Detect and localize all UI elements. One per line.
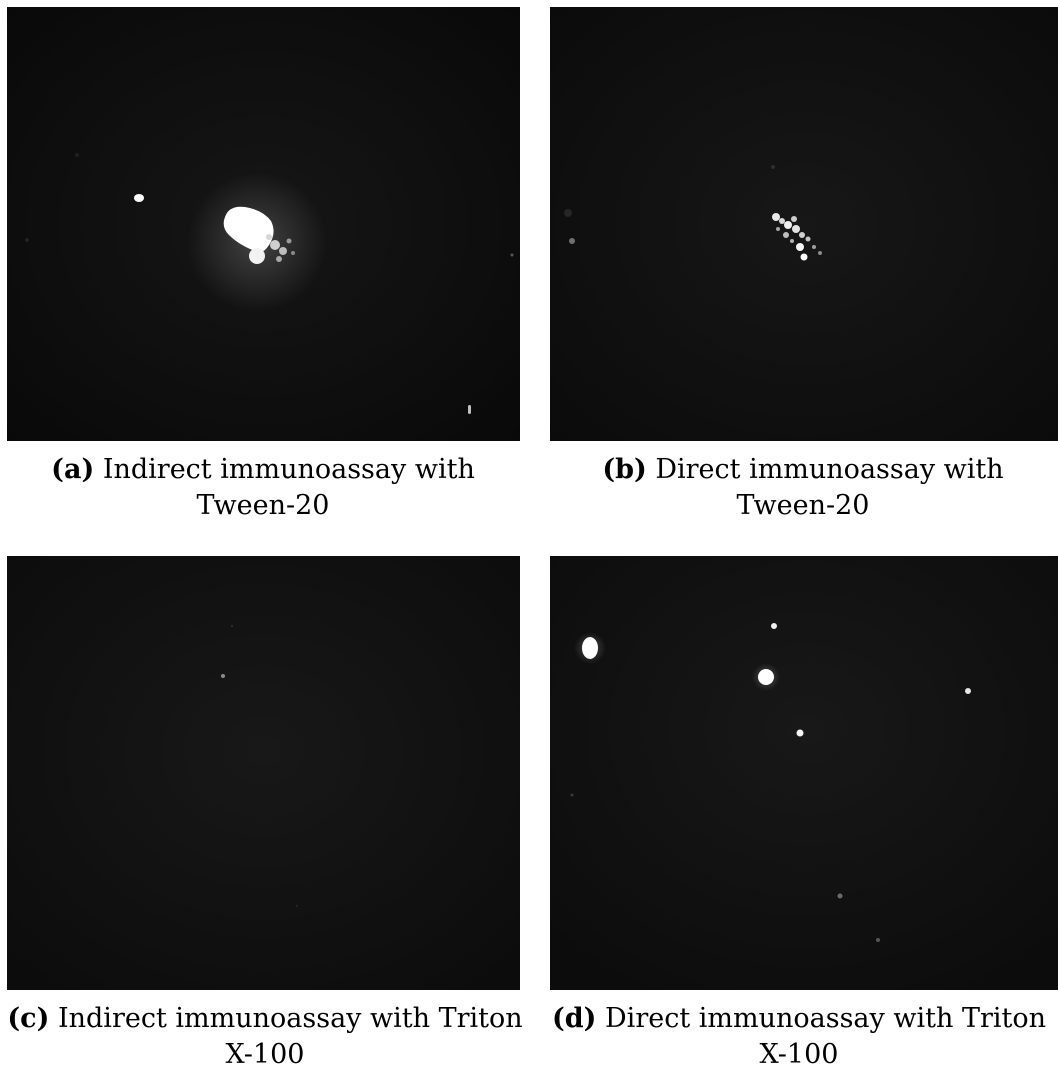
caption-tag-b: (b)	[602, 454, 647, 485]
caption-tag-d: (d)	[552, 1003, 597, 1034]
caption-c: (c) Indirect immunoassay with Triton X-1…	[0, 1001, 530, 1073]
caption-a: (a) Indirect immunoassay with Tween-20	[3, 452, 523, 524]
caption-tag-c: (c)	[7, 1003, 50, 1034]
caption-tag-a: (a)	[51, 454, 95, 485]
caption-text-d-line1: Direct immunoassay with Triton	[605, 1003, 1046, 1034]
micrograph-c	[7, 556, 520, 990]
caption-text-a-line2: Tween-20	[196, 490, 330, 521]
caption-text-a-line1: Indirect immunoassay with	[102, 454, 475, 485]
micrograph-a-image	[7, 7, 520, 441]
caption-text-c-line2: X-100	[225, 1039, 305, 1070]
caption-text-c-line1: Indirect immunoassay with Triton	[57, 1003, 523, 1034]
caption-b: (b) Direct immunoassay with Tween-20	[543, 452, 1058, 524]
caption-d: (d) Direct immunoassay with Triton X-100	[536, 1001, 1058, 1073]
caption-text-b-line2: Tween-20	[736, 490, 870, 521]
micrograph-b-image	[550, 7, 1058, 441]
caption-text-d-line2: X-100	[759, 1039, 839, 1070]
micrograph-a	[7, 7, 520, 441]
micrograph-d	[550, 556, 1058, 990]
micrograph-d-image	[550, 556, 1058, 990]
caption-text-b-line1: Direct immunoassay with	[655, 454, 1004, 485]
micrograph-c-image	[7, 556, 520, 990]
micrograph-b	[550, 7, 1058, 441]
